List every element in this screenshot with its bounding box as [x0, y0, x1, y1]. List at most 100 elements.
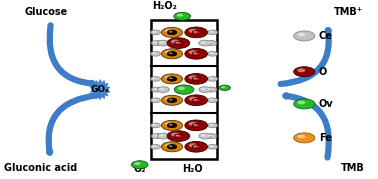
Text: TMB⁺: TMB⁺: [334, 7, 363, 17]
Circle shape: [153, 134, 157, 136]
Circle shape: [297, 101, 305, 104]
Circle shape: [153, 42, 157, 43]
Circle shape: [150, 123, 160, 128]
Circle shape: [185, 27, 208, 38]
Circle shape: [208, 123, 217, 128]
Text: H₂O₂: H₂O₂: [152, 1, 177, 11]
Circle shape: [150, 52, 160, 56]
Circle shape: [152, 124, 156, 126]
Circle shape: [192, 52, 200, 56]
Text: Gluconic acid: Gluconic acid: [4, 163, 77, 173]
Circle shape: [199, 40, 211, 46]
Circle shape: [192, 98, 200, 102]
Circle shape: [189, 29, 197, 33]
Circle shape: [150, 144, 160, 149]
Circle shape: [208, 98, 217, 103]
Circle shape: [209, 52, 213, 54]
Circle shape: [153, 88, 157, 90]
Circle shape: [297, 33, 305, 37]
Circle shape: [189, 75, 197, 79]
Circle shape: [174, 85, 194, 94]
Circle shape: [157, 133, 169, 139]
Circle shape: [185, 74, 208, 84]
Circle shape: [174, 134, 182, 138]
Circle shape: [194, 124, 197, 126]
Circle shape: [150, 98, 160, 103]
Circle shape: [165, 76, 173, 79]
Text: Ce: Ce: [319, 31, 333, 41]
Circle shape: [165, 29, 173, 33]
Circle shape: [176, 42, 179, 43]
Circle shape: [167, 30, 177, 35]
Circle shape: [167, 38, 190, 49]
Text: H₂O: H₂O: [183, 164, 203, 174]
Circle shape: [189, 50, 197, 54]
Circle shape: [152, 52, 156, 54]
Circle shape: [208, 144, 217, 149]
Circle shape: [208, 30, 217, 35]
Circle shape: [159, 88, 164, 90]
Circle shape: [169, 52, 172, 54]
Circle shape: [161, 74, 183, 84]
Circle shape: [150, 30, 160, 35]
Circle shape: [151, 134, 162, 139]
Circle shape: [159, 41, 164, 43]
Circle shape: [192, 124, 200, 127]
Circle shape: [174, 41, 182, 45]
Circle shape: [151, 41, 162, 46]
Circle shape: [171, 132, 180, 137]
Circle shape: [201, 88, 206, 90]
Circle shape: [167, 123, 177, 128]
Circle shape: [185, 95, 208, 106]
Circle shape: [169, 77, 172, 79]
Circle shape: [209, 31, 213, 33]
Circle shape: [161, 49, 183, 59]
Circle shape: [167, 98, 177, 103]
Circle shape: [169, 99, 172, 100]
Circle shape: [171, 40, 180, 44]
Circle shape: [194, 78, 197, 79]
Circle shape: [178, 86, 185, 90]
Circle shape: [185, 49, 208, 59]
Text: O₂: O₂: [133, 164, 146, 174]
Circle shape: [199, 87, 211, 92]
Text: Fe: Fe: [319, 133, 332, 143]
Circle shape: [152, 31, 156, 33]
Circle shape: [209, 99, 213, 101]
Circle shape: [165, 50, 173, 54]
Circle shape: [192, 77, 200, 81]
Circle shape: [157, 87, 169, 92]
Text: Glucose: Glucose: [25, 7, 68, 17]
Circle shape: [208, 77, 217, 81]
Circle shape: [208, 88, 212, 90]
Circle shape: [209, 77, 213, 79]
Circle shape: [209, 124, 213, 126]
Circle shape: [150, 77, 160, 81]
Circle shape: [167, 144, 177, 149]
Circle shape: [294, 133, 315, 143]
Circle shape: [192, 31, 200, 34]
Circle shape: [206, 41, 217, 46]
Polygon shape: [91, 80, 110, 99]
Circle shape: [161, 142, 183, 152]
Circle shape: [189, 122, 197, 126]
Circle shape: [131, 161, 148, 169]
Circle shape: [189, 143, 197, 147]
Circle shape: [206, 134, 217, 139]
Circle shape: [167, 131, 190, 141]
Circle shape: [161, 120, 183, 130]
Circle shape: [297, 135, 305, 138]
Circle shape: [194, 53, 197, 54]
Circle shape: [167, 52, 177, 56]
Circle shape: [176, 135, 179, 136]
Circle shape: [177, 14, 183, 17]
FancyBboxPatch shape: [151, 20, 217, 159]
Circle shape: [134, 162, 141, 165]
Circle shape: [174, 12, 191, 20]
Circle shape: [165, 97, 173, 101]
Circle shape: [161, 27, 183, 37]
Circle shape: [185, 141, 208, 152]
Circle shape: [169, 31, 172, 33]
Circle shape: [194, 31, 197, 33]
Text: GOₓ: GOₓ: [91, 85, 110, 94]
